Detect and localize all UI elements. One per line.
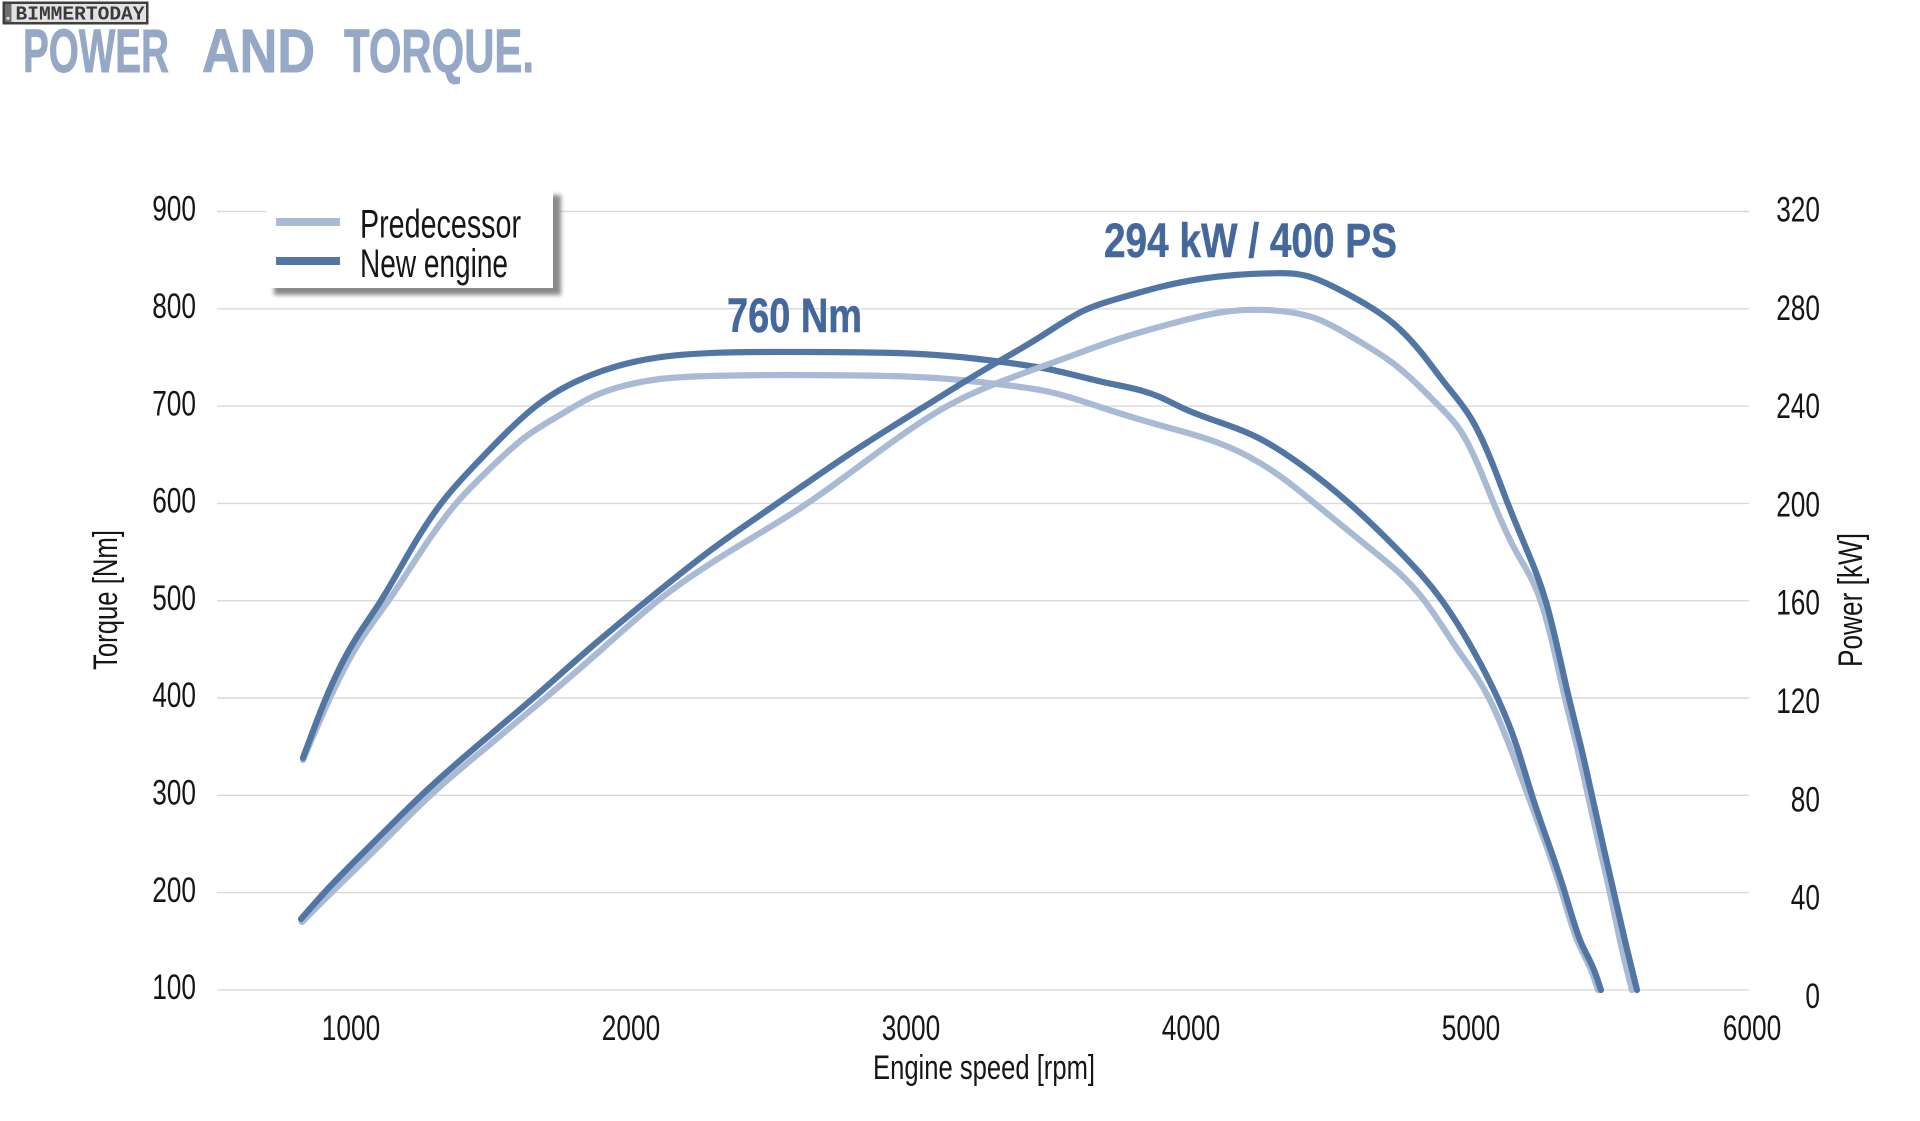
svg-text:600: 600 [152, 482, 196, 521]
svg-text:80: 80 [1791, 780, 1820, 819]
svg-text:Predecessor: Predecessor [360, 203, 521, 247]
svg-text:6000: 6000 [1723, 1009, 1781, 1048]
svg-text:280: 280 [1776, 289, 1820, 328]
svg-text:TORQUE.: TORQUE. [344, 17, 534, 85]
svg-text:160: 160 [1776, 584, 1820, 623]
svg-text:320: 320 [1776, 191, 1820, 230]
svg-text:300: 300 [152, 774, 196, 813]
svg-text:40: 40 [1791, 879, 1820, 918]
svg-text:POWER: POWER [23, 17, 169, 85]
svg-text:294 kW / 400 PS: 294 kW / 400 PS [1104, 215, 1397, 268]
svg-text:120: 120 [1776, 682, 1820, 721]
svg-text:700: 700 [152, 384, 196, 423]
svg-text:Engine speed [rpm]: Engine speed [rpm] [873, 1049, 1095, 1087]
svg-text:760 Nm: 760 Nm [727, 290, 862, 343]
svg-text:New engine: New engine [360, 242, 508, 286]
svg-text:900: 900 [152, 190, 196, 229]
svg-text:AND: AND [202, 17, 315, 85]
svg-text:1000: 1000 [322, 1009, 380, 1048]
svg-text:240: 240 [1776, 387, 1820, 426]
svg-text:4000: 4000 [1162, 1009, 1220, 1048]
svg-text:500: 500 [152, 579, 196, 618]
svg-text:Torque [Nm]: Torque [Nm] [87, 530, 125, 670]
svg-text:200: 200 [152, 871, 196, 910]
svg-text:400: 400 [152, 676, 196, 715]
svg-text:3000: 3000 [882, 1009, 940, 1048]
svg-text:200: 200 [1776, 485, 1820, 524]
svg-text:5000: 5000 [1442, 1009, 1500, 1048]
svg-text:Power [kW]: Power [kW] [1832, 533, 1870, 667]
svg-text:2000: 2000 [602, 1009, 660, 1048]
svg-text:BIMMERTODAY: BIMMERTODAY [16, 3, 146, 25]
svg-text:800: 800 [152, 287, 196, 326]
svg-text:0: 0 [1805, 977, 1820, 1016]
svg-text:100: 100 [152, 968, 196, 1007]
